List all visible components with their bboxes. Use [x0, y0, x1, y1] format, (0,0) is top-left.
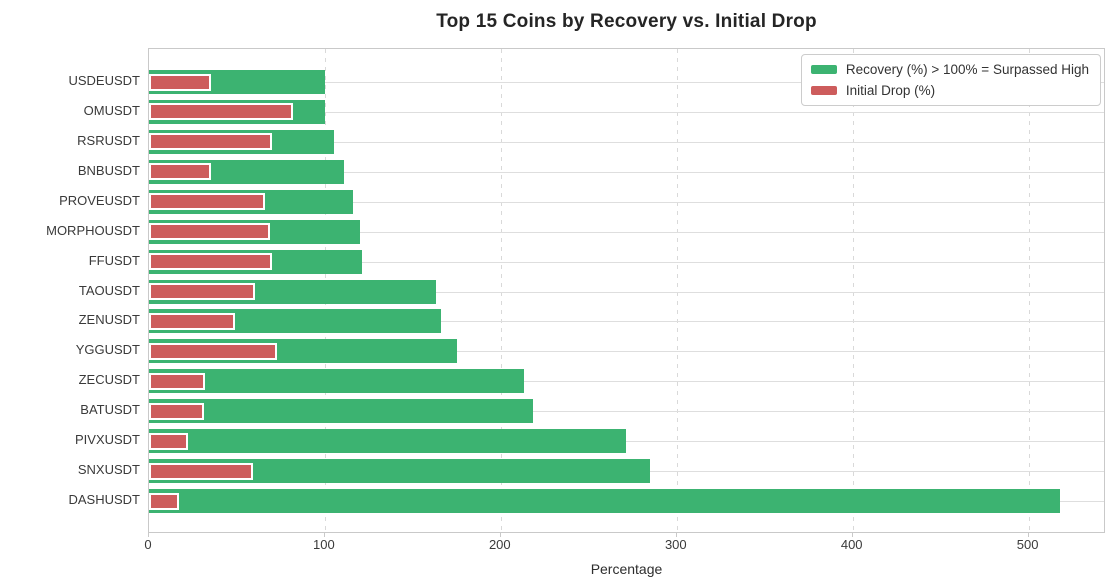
gridline-horizontal [149, 321, 1104, 323]
x-axis-ticks: 0 100 200 300 400 500 [144, 533, 1105, 555]
y-axis-labels: USDEUSDT OMUSDT RSRUSDT BNBUSDT PROVEUSDT MOR… [0, 48, 140, 533]
gridline-horizontal [149, 441, 1104, 443]
drop-bar [149, 283, 255, 300]
legend-item: Initial Drop (%) [810, 83, 1089, 98]
recovery-bar [149, 399, 533, 424]
x-tick-label: 400 [840, 537, 863, 552]
x-tick-mark [499, 533, 501, 537]
chart-title: Top 15 Coins by Recovery vs. Initial Dro… [436, 11, 817, 32]
gridline-horizontal [149, 231, 1104, 233]
y-tick-label: MORPHOUSDT [46, 222, 140, 238]
x-tick-mark [323, 533, 325, 537]
y-tick-label: PROVEUSDT [59, 192, 140, 208]
gridline-horizontal [149, 171, 1104, 173]
x-tick-mark [148, 533, 149, 537]
drop-bar [149, 432, 188, 450]
gridline-vertical [852, 49, 854, 532]
recovery-bar [149, 489, 1061, 513]
gridline-vertical [1028, 49, 1030, 532]
x-tick-label: 200 [488, 537, 511, 552]
gridline-horizontal [149, 261, 1104, 263]
drop-bar [149, 253, 273, 271]
legend-label: Recovery (%) > 100% = Surpassed High [845, 62, 1089, 77]
drop-bar [149, 163, 211, 181]
y-tick-label: TAOUSDT [78, 282, 140, 298]
y-tick-label: PIVXUSDT [74, 432, 140, 448]
y-tick-label: SNXUSDT [77, 462, 140, 478]
y-tick-label: FFUSDT [88, 252, 140, 268]
plot-area: Recovery (%) > 100% = Surpassed High Init… [148, 48, 1105, 533]
legend-swatch-icon [810, 86, 837, 95]
drop-bar [149, 73, 211, 91]
drop-bar [149, 133, 273, 151]
x-axis-title: Percentage [590, 561, 663, 577]
gridline-horizontal [149, 351, 1104, 353]
x-tick-mark [1027, 533, 1029, 537]
legend: Recovery (%) > 100% = Surpassed High Init… [800, 54, 1101, 106]
x-tick-label: 100 [313, 537, 335, 552]
y-tick-label: ZENUSDT [78, 312, 140, 328]
y-tick-label: BATUSDT [80, 402, 140, 418]
drop-bar [149, 312, 236, 330]
gridline-horizontal [149, 82, 1104, 83]
y-tick-label: ZECUSDT [78, 372, 140, 388]
gridline-vertical [676, 49, 678, 532]
y-tick-label: DASHUSDT [68, 492, 140, 507]
x-tick-mark [675, 533, 677, 537]
y-tick-label: BNBUSDT [77, 162, 140, 178]
drop-bar [149, 103, 294, 121]
gridline-horizontal [149, 411, 1104, 413]
legend-swatch-icon [810, 65, 837, 74]
y-tick-label: OMUSDT [83, 102, 140, 118]
gridline-horizontal [149, 141, 1104, 143]
y-tick-label: USDEUSDT [68, 73, 140, 88]
x-tick-label: 300 [664, 537, 687, 552]
drop-bar [149, 342, 278, 360]
drop-bar [149, 223, 271, 241]
x-tick-label: 0 [144, 537, 152, 552]
legend-item: Recovery (%) > 100% = Surpassed High [810, 62, 1089, 77]
x-tick-mark [851, 533, 853, 537]
gridline-horizontal [149, 111, 1104, 113]
gridline-horizontal [149, 291, 1104, 293]
y-tick-label: RSRUSDT [77, 132, 140, 148]
drop-bar [149, 492, 179, 510]
x-tick-label: 500 [1016, 537, 1039, 552]
recovery-bar [149, 429, 626, 454]
drop-bar [149, 462, 253, 480]
drop-bar [149, 402, 204, 420]
y-tick-label: YGGUSDT [75, 342, 140, 358]
recovery-bar [149, 369, 524, 394]
gridline-horizontal [149, 201, 1104, 203]
legend-label: Initial Drop (%) [845, 83, 936, 98]
drop-bar [149, 372, 206, 390]
gridline-vertical [500, 49, 502, 532]
drop-bar [149, 193, 266, 211]
gridline-horizontal [149, 381, 1104, 383]
